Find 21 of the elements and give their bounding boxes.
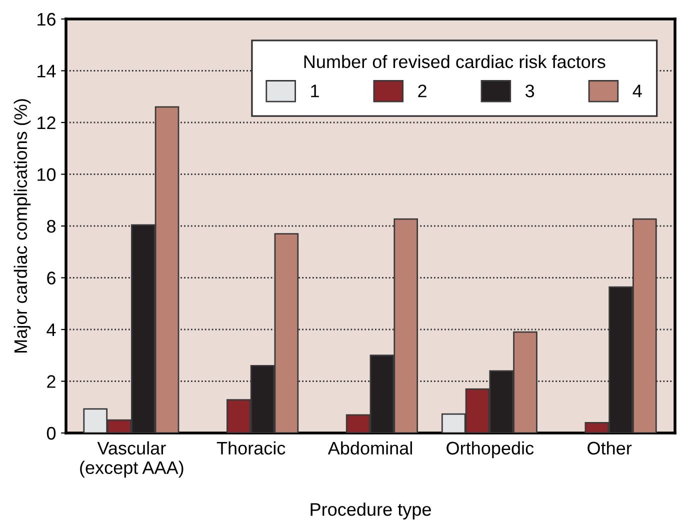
y-tick-label: 4 (46, 324, 56, 336)
x-tick-label: Orthopedic (446, 441, 534, 458)
y-tick-label: 8 (47, 220, 56, 233)
y-tick-label: 10 (38, 168, 56, 181)
y-tick-label: 14 (38, 64, 56, 78)
x-tick-label: Other (588, 441, 632, 455)
x-axis-title: Procedure type (310, 502, 431, 520)
y-tick-label: 6 (47, 272, 56, 284)
legend-title: Number of revised cardiac risk factors (304, 54, 606, 68)
x-tick-label: Abdominal (328, 441, 412, 455)
legend-label: 4 (632, 84, 642, 98)
y-tick-label: 0 (46, 426, 56, 440)
legend-label: 3 (526, 84, 534, 98)
x-tick-label: Vascular (except AAA) (80, 441, 184, 478)
x-tick-label: Thoracic (216, 441, 286, 455)
y-tick-label: 16 (38, 12, 56, 26)
legend-label: 1 (311, 84, 319, 98)
y-tick-label: 12 (38, 116, 56, 130)
y-tick-label: 2 (47, 375, 56, 388)
legend-label: 2 (418, 84, 426, 98)
y-axis-title: Major cardiac complications (%) (14, 99, 31, 352)
